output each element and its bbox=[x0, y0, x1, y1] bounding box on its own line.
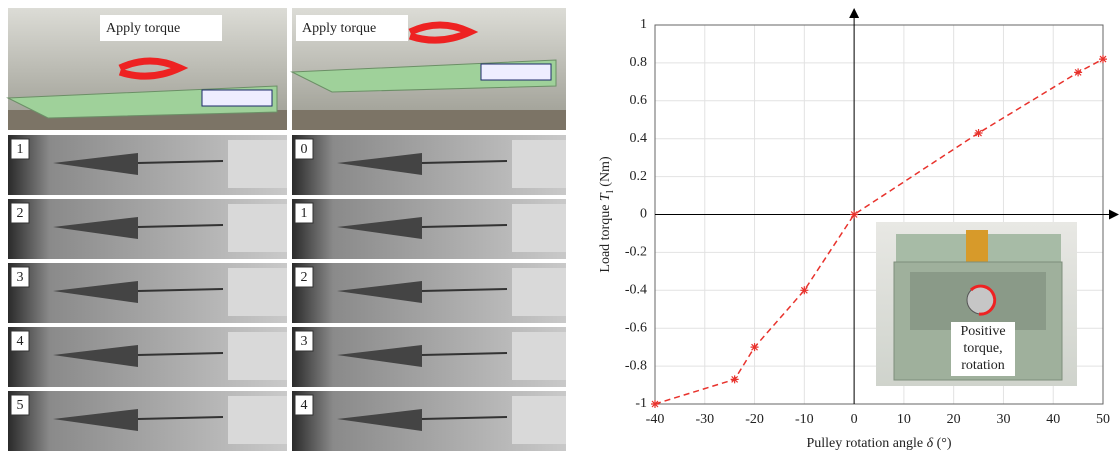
y-axis-label-part: Load torque bbox=[598, 201, 613, 273]
x-tick-label: 40 bbox=[1046, 412, 1060, 427]
frame-number: 4 bbox=[301, 398, 308, 413]
x-tick-label: 0 bbox=[851, 412, 858, 427]
x-tick-label: 20 bbox=[947, 412, 961, 427]
fuselage bbox=[228, 396, 287, 444]
figure: Apply torqueApply torque1234501234 -1-0.… bbox=[0, 0, 1120, 457]
data-point bbox=[731, 375, 739, 383]
photo-panel: Apply torque Apply torque 1 2 3 4 5 0 1 2 3 4 bbox=[8, 8, 566, 451]
x-tick-label: -40 bbox=[646, 412, 665, 427]
y-tick-label: -0.8 bbox=[625, 358, 647, 373]
y-axis-label-part: (Nm) bbox=[598, 156, 613, 190]
fuselage bbox=[228, 268, 287, 316]
frame-number: 0 bbox=[301, 142, 308, 157]
inset-text: torque, bbox=[963, 341, 1002, 356]
fuselage bbox=[512, 332, 566, 380]
frame-number: 3 bbox=[301, 334, 308, 349]
x-tick-label: -20 bbox=[745, 412, 764, 427]
inset-text: Positive bbox=[960, 324, 1005, 339]
data-point bbox=[651, 400, 659, 408]
data-point bbox=[1074, 68, 1082, 76]
frame-number: 5 bbox=[17, 398, 24, 413]
data-point bbox=[975, 129, 983, 137]
y-axis-label: Load torque Tl (Nm) bbox=[598, 156, 615, 273]
chart: -1 -0.8 -0.6 -0.4 -0.2 0 0.2 0.4 0.6 0.8 1 -40 -30 -2… bbox=[598, 10, 1117, 451]
frame-number: 1 bbox=[17, 142, 24, 157]
x-tick-label: -30 bbox=[695, 412, 714, 427]
photo-label: Apply torque bbox=[302, 21, 376, 36]
fuselage bbox=[512, 140, 566, 188]
x-tick-label: 30 bbox=[996, 412, 1010, 427]
y-tick-label: 1 bbox=[640, 17, 647, 32]
table bbox=[292, 110, 566, 130]
y-tick-label: 0.4 bbox=[630, 131, 648, 146]
fuselage bbox=[512, 204, 566, 252]
y-tick-label: 0.2 bbox=[630, 169, 648, 184]
frame-number: 2 bbox=[301, 270, 308, 285]
data-point bbox=[800, 286, 808, 294]
x-axis-label-part: (°) bbox=[933, 436, 952, 451]
x-tick-label: -10 bbox=[795, 412, 814, 427]
frame-number: 4 bbox=[17, 334, 24, 349]
frame-number: 1 bbox=[301, 206, 308, 221]
photo-label: Apply torque bbox=[106, 21, 180, 36]
inset-text: rotation bbox=[961, 358, 1005, 373]
y-tick-label: 0 bbox=[640, 207, 647, 222]
y-tick-label: 0.8 bbox=[630, 55, 648, 70]
y-tick-label: -0.2 bbox=[625, 245, 647, 260]
fuselage bbox=[228, 204, 287, 252]
y-tick-label: -0.4 bbox=[625, 283, 647, 298]
x-tick-label: 50 bbox=[1096, 412, 1110, 427]
logo bbox=[481, 64, 551, 80]
data-point bbox=[751, 343, 759, 351]
data-point bbox=[1099, 55, 1107, 63]
data-point bbox=[850, 211, 858, 219]
x-axis-label-part: Pulley rotation angle bbox=[806, 436, 926, 451]
x-axis-label: Pulley rotation angle δ (°) bbox=[806, 436, 951, 451]
fuselage bbox=[228, 140, 287, 188]
frame-number: 3 bbox=[17, 270, 24, 285]
y-tick-label: 0.6 bbox=[630, 93, 648, 108]
fuselage bbox=[228, 332, 287, 380]
fuselage bbox=[512, 268, 566, 316]
logo bbox=[202, 90, 272, 106]
x-tick-label: 10 bbox=[897, 412, 911, 427]
y-tick-label: -1 bbox=[635, 396, 647, 411]
fuselage bbox=[512, 396, 566, 444]
frame-number: 2 bbox=[17, 206, 24, 221]
y-tick-label: -0.6 bbox=[625, 320, 647, 335]
